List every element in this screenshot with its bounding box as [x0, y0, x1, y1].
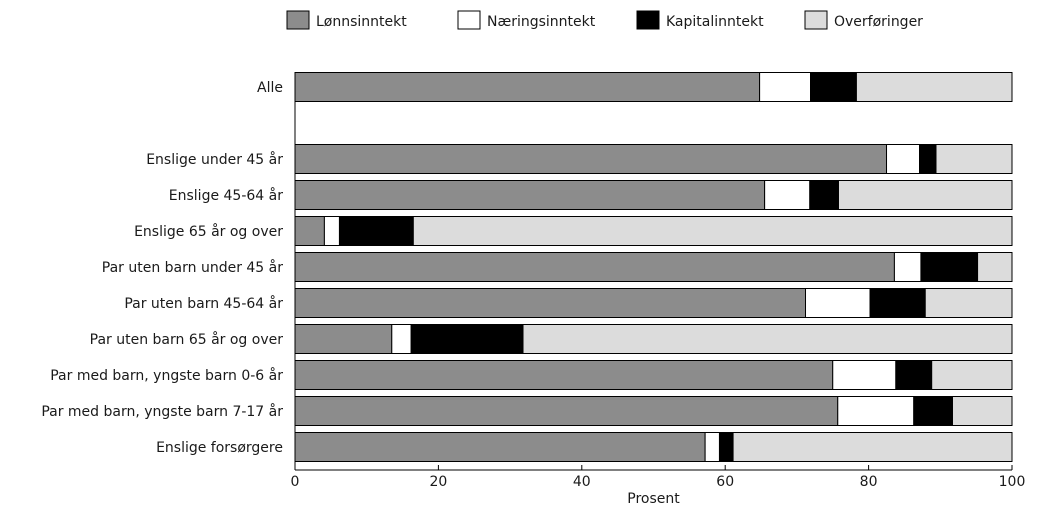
category-label: Par uten barn under 45 år: [102, 259, 283, 276]
legend-swatch-kapitalinntekt: [636, 10, 660, 30]
legend-swatch-overføringer: [804, 10, 828, 30]
bars: [294, 72, 1013, 462]
bar-segment-lønnsinntekt: [294, 252, 895, 282]
bar-segment-kapitalinntekt: [810, 72, 857, 102]
bar-segment-næringsinntekt: [764, 180, 811, 210]
legend-swatch-næringsinntekt: [457, 10, 481, 30]
bar-segment-næringsinntekt: [805, 288, 871, 318]
bar-segment-overføringer: [522, 324, 1013, 354]
bar-segment-overføringer: [412, 216, 1013, 246]
legend-label-kapitalinntekt: Kapitalinntekt: [666, 14, 764, 30]
bar-segment-overføringer: [951, 396, 1013, 426]
category-label: Alle: [257, 80, 283, 96]
bar-segment-lønnsinntekt: [294, 360, 834, 390]
legend: Lønnsinntekt Næringsinntekt Kapitalinntekt…: [286, 10, 923, 30]
bar-segment-kapitalinntekt: [913, 396, 953, 426]
bar-segment-lønnsinntekt: [294, 396, 839, 426]
category-label: Enslige 65 år og over: [134, 223, 283, 240]
bar-segment-næringsinntekt: [759, 72, 812, 102]
bar-segment-kapitalinntekt: [338, 216, 414, 246]
legend-label-overføringer: Overføringer: [834, 14, 923, 30]
x-axis: 0 20 40 60 80 100: [291, 72, 1026, 490]
category-label: Enslige forsørgere: [156, 440, 283, 456]
bar-segment-overføringer: [931, 360, 1013, 390]
bar-segment-kapitalinntekt: [869, 288, 926, 318]
category-label: Par med barn, yngste barn 0-6 år: [50, 367, 283, 384]
category-labels: Alle Enslige under 45 år Enslige 45-64 år E…: [41, 80, 283, 456]
category-label: Par uten barn 45-64 år: [124, 295, 283, 312]
x-tick-label: 100: [999, 474, 1026, 490]
bar-segment-lønnsinntekt: [294, 216, 325, 246]
category-label: Enslige 45-64 år: [169, 187, 283, 204]
legend-label-næringsinntekt: Næringsinntekt: [487, 14, 596, 30]
bar-segment-næringsinntekt: [886, 144, 921, 174]
bar-segment-lønnsinntekt: [294, 180, 766, 210]
bar-segment-overføringer: [977, 252, 1013, 282]
bar-segment-kapitalinntekt: [919, 144, 937, 174]
bar-segment-kapitalinntekt: [410, 324, 524, 354]
legend-label-lønnsinntekt: Lønnsinntekt: [316, 14, 407, 30]
bar-segment-kapitalinntekt: [718, 432, 734, 462]
bar-segment-kapitalinntekt: [809, 180, 839, 210]
bar-segment-næringsinntekt: [832, 360, 897, 390]
bar-segment-næringsinntekt: [391, 324, 412, 354]
bar-segment-overføringer: [732, 432, 1013, 462]
bar-segment-overføringer: [924, 288, 1013, 318]
bar-segment-lønnsinntekt: [294, 288, 807, 318]
bar-segment-næringsinntekt: [704, 432, 720, 462]
x-tick-label: 0: [291, 474, 300, 490]
bar-segment-næringsinntekt: [893, 252, 922, 282]
bar-segment-lønnsinntekt: [294, 432, 706, 462]
bar-segment-næringsinntekt: [323, 216, 340, 246]
x-tick-label: 60: [716, 474, 734, 490]
bar-segment-overføringer: [855, 72, 1013, 102]
bar-segment-lønnsinntekt: [294, 324, 393, 354]
bar-segment-næringsinntekt: [837, 396, 915, 426]
x-axis-title: Prosent: [627, 491, 680, 507]
bar-segment-overføringer: [935, 144, 1013, 174]
x-tick-label: 40: [573, 474, 591, 490]
x-tick-label: 20: [429, 474, 447, 490]
category-label: Par uten barn 65 år og over: [90, 331, 284, 348]
legend-swatch-lønnsinntekt: [286, 10, 310, 30]
x-tick-label: 80: [860, 474, 878, 490]
bar-segment-lønnsinntekt: [294, 72, 761, 102]
category-label: Par med barn, yngste barn 7-17 år: [41, 403, 283, 420]
bar-segment-lønnsinntekt: [294, 144, 888, 174]
category-label: Enslige under 45 år: [146, 151, 283, 168]
bar-segment-overføringer: [837, 180, 1013, 210]
bar-segment-kapitalinntekt: [895, 360, 933, 390]
bar-segment-kapitalinntekt: [920, 252, 979, 282]
